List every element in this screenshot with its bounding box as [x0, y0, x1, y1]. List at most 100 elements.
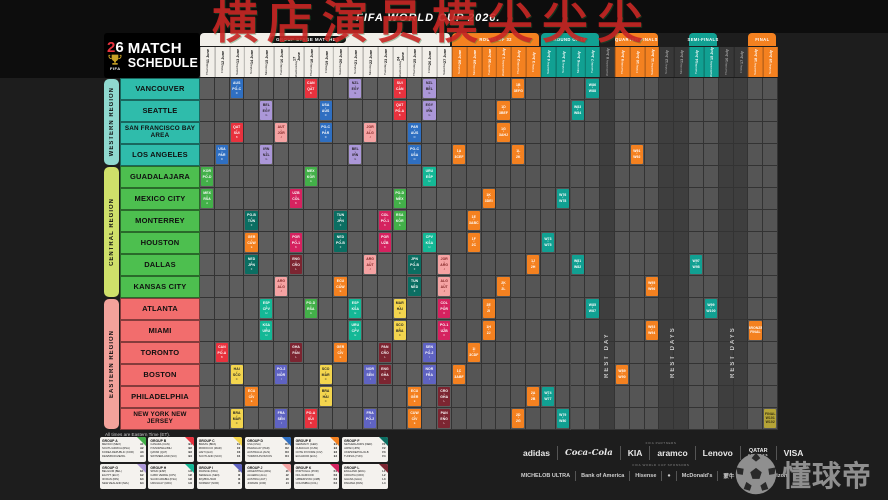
grid-cell	[703, 210, 719, 232]
home-team: 1L	[516, 148, 521, 153]
match-cell: URU v CPV H	[349, 321, 362, 341]
grid-cell	[526, 408, 541, 430]
match-cell: GER v CIV E	[334, 343, 347, 363]
grid-cell	[674, 188, 690, 210]
group-letter: H	[265, 333, 268, 337]
grid-cell	[392, 166, 408, 188]
match-cell: ESP v CPV H	[260, 299, 273, 319]
grid-cell	[555, 166, 571, 188]
group-legend: GROUP A MEXICO (MEX) A1 SOUTH AFRICA (RSA) A…	[100, 437, 400, 493]
home-team: JOR	[440, 256, 448, 261]
group-color-corner	[330, 464, 340, 473]
match-cell: PO-1 v UZB K	[438, 321, 451, 341]
grid-cell	[214, 298, 230, 320]
grid-cell	[481, 342, 497, 364]
group-card-team: ECUADOR (ECU) E4	[295, 455, 338, 459]
group-letter: G	[354, 157, 357, 161]
grid-cell	[481, 210, 497, 232]
grid-cell	[200, 386, 215, 408]
city-cell: TORONTO	[120, 342, 200, 364]
away-team: NOR	[277, 373, 286, 378]
grid-cell	[614, 78, 630, 100]
group-card-team: IRQ/BOL/SUR I3	[198, 478, 241, 482]
grid-cell	[259, 364, 275, 386]
group-card-team: SCOTLAND (SCO) C4	[198, 455, 241, 459]
match-cell: NED v PO-B F	[334, 233, 347, 253]
versus-mark: v	[428, 84, 430, 88]
home-team: COL	[440, 300, 448, 305]
trophy-icon	[108, 54, 122, 65]
grid-cell	[214, 276, 230, 298]
match-cell: NZL v EGY G	[349, 79, 362, 99]
grid-cell	[422, 122, 438, 144]
group-card: GROUP A MEXICO (MEX) A1 SOUTH AFRICA (RSA) A…	[100, 437, 146, 462]
versus-mark: v	[310, 304, 312, 308]
grid-cell	[363, 210, 378, 232]
grid-cell	[303, 364, 319, 386]
grid-cell	[718, 166, 734, 188]
grid-cell	[229, 298, 245, 320]
group-card-team: CURACAO (CUW) E2	[295, 447, 338, 451]
grid-cell	[437, 232, 452, 254]
grid-cell	[555, 386, 571, 408]
home-team: AUT	[277, 124, 285, 129]
away-team: W88	[588, 89, 597, 94]
timezone-footnote: All times are Eastern Time (ET).	[105, 432, 171, 437]
group-card: GROUP D USA (USA) D1 PARAGUAY (PAR) D2 AUSTRA…	[245, 437, 291, 462]
grid-cell	[392, 144, 408, 166]
group-card-team: TUR/ROU/SVK/KOS D4	[247, 455, 289, 459]
group-card-team: GHANA (GHA) L3	[344, 478, 386, 482]
group-card-team: SENEGAL (SEN) I2	[198, 474, 241, 478]
versus-mark: v	[369, 260, 371, 264]
group-letter: B	[398, 91, 401, 95]
away-team: CRO	[381, 351, 389, 356]
grid-cell	[674, 364, 690, 386]
versus-mark: v	[547, 394, 549, 398]
grid-cell	[318, 276, 334, 298]
versus-mark: v	[236, 128, 238, 132]
versus-mark: v	[651, 328, 653, 332]
grid-cell	[511, 298, 527, 320]
grid-cell	[481, 254, 497, 276]
away-team: KSA	[425, 241, 434, 246]
home-team: COL	[381, 212, 389, 217]
grid-cell	[733, 386, 749, 408]
grid-cell	[229, 210, 245, 232]
grid-cell	[659, 364, 675, 386]
grid-cell	[540, 188, 556, 210]
home-team: KOR	[203, 168, 212, 173]
grid-cell	[629, 298, 645, 320]
group-card-title: GROUP B	[150, 438, 167, 443]
group-letter: K	[443, 311, 446, 315]
grid-cell	[748, 276, 764, 298]
away-team: PO-2	[425, 351, 434, 356]
grid-cell	[303, 320, 319, 342]
grid-cell	[481, 144, 497, 166]
group-letter: F	[250, 223, 253, 227]
grid-cell	[600, 254, 615, 276]
grid-cell	[451, 254, 467, 276]
grid-cell	[659, 144, 675, 166]
grid-cell	[363, 100, 378, 122]
group-letter: E	[250, 245, 253, 249]
versus-mark: v	[443, 282, 445, 286]
group-letter: B	[221, 355, 223, 359]
grid-cell	[689, 408, 704, 430]
group-letter: K	[295, 201, 297, 205]
home-team: FINAL	[765, 411, 776, 416]
grid-cell	[392, 254, 408, 276]
versus-mark: v	[399, 216, 401, 220]
grid-cell	[348, 122, 363, 144]
grid-cell	[674, 320, 690, 342]
grid-cell	[600, 210, 615, 232]
away-team: UZB	[440, 329, 448, 334]
match-cell: PAN v CRO L	[378, 343, 392, 363]
grid-cell	[555, 276, 571, 298]
sponsor-logo: Hisense	[629, 471, 661, 481]
stage-tab: FINAL	[748, 33, 777, 46]
home-team: MAR	[395, 300, 404, 305]
grid-cell	[333, 298, 349, 320]
away-team: PO-1	[380, 219, 390, 224]
grid-cell	[689, 122, 704, 144]
grid-cell	[348, 408, 363, 430]
